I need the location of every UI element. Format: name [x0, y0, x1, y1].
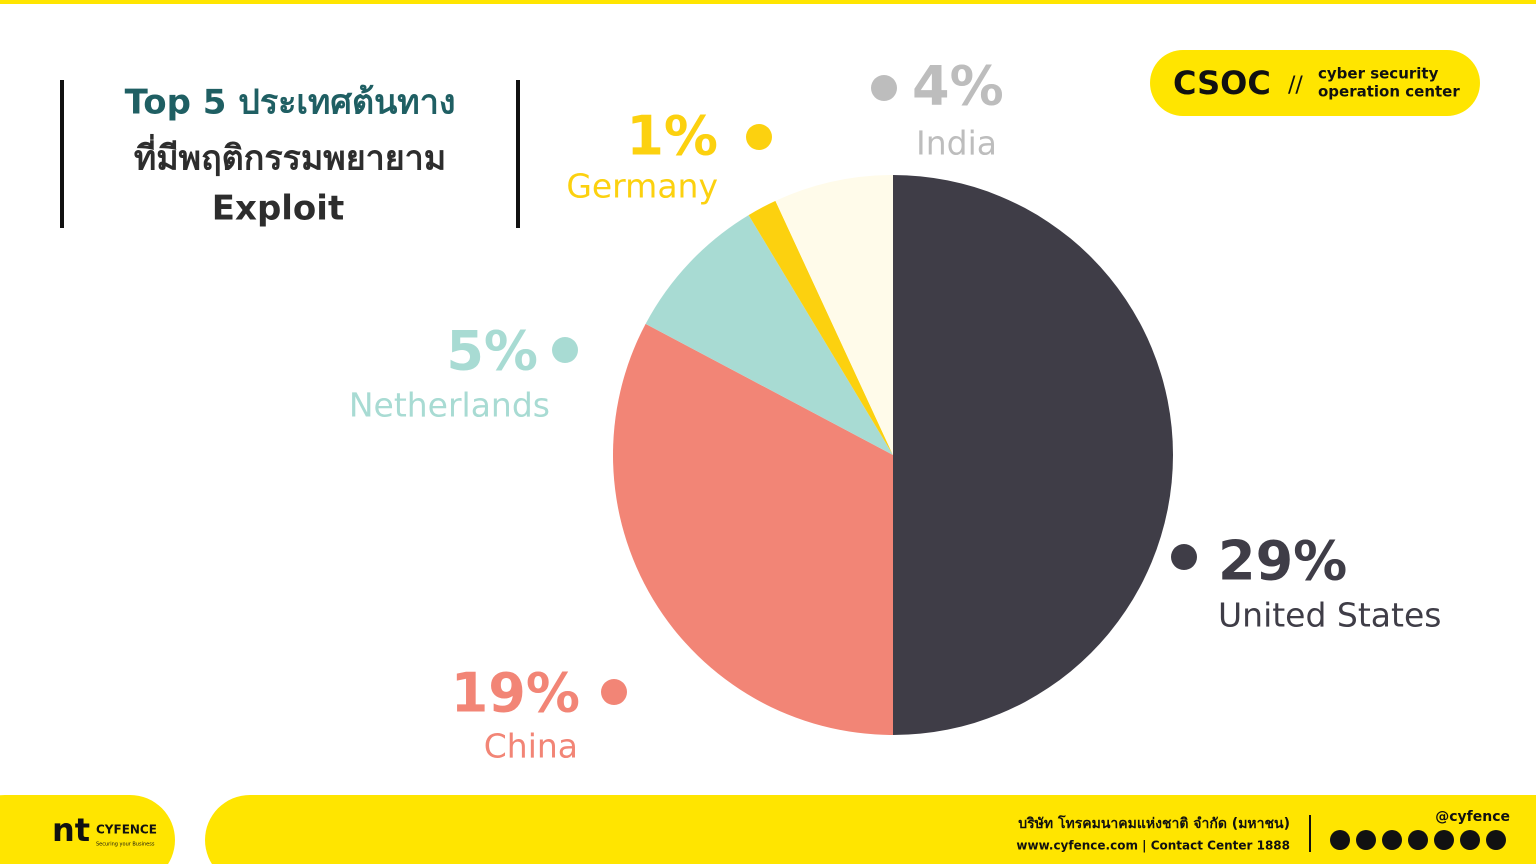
- value-label: 1%: [626, 105, 718, 168]
- pie-slice: [612, 323, 893, 735]
- social-icons: [1330, 830, 1506, 850]
- value-label: 19%: [451, 662, 580, 725]
- footer-tagline: Securing your Business: [96, 842, 155, 848]
- chart-title: ที่มีพฤติกรรมพยายาม: [134, 134, 446, 179]
- top-bar: [0, 0, 1536, 4]
- badge-separator: //: [1288, 73, 1303, 98]
- category-label: United States: [1218, 596, 1441, 635]
- icon[interactable]: [1330, 830, 1350, 850]
- label-dot: [601, 679, 627, 705]
- category-label: Netherlands: [349, 386, 550, 425]
- value-label: 29%: [1218, 530, 1347, 593]
- icon[interactable]: [1356, 830, 1376, 850]
- icon[interactable]: [1460, 830, 1480, 850]
- category-label: Germany: [566, 167, 718, 206]
- pie-slice: [748, 200, 893, 455]
- badge: [1150, 50, 1480, 116]
- footer-brand: CYFENCE: [96, 823, 157, 837]
- badge-text: operation center: [1318, 83, 1460, 101]
- footer-company: บริษัท โทรคมนาคมแห่งชาติ จำกัด (มหาชน): [1018, 814, 1290, 832]
- icon[interactable]: [1434, 830, 1454, 850]
- badge-text: cyber security: [1318, 65, 1439, 83]
- category-label: China: [484, 727, 578, 766]
- category-label: India: [916, 124, 997, 163]
- footer-right: [205, 795, 1536, 868]
- footer-left: [0, 795, 175, 868]
- badge-name: CSOC: [1173, 64, 1271, 102]
- chart-title: Exploit: [212, 189, 344, 229]
- footer-logo: nt: [52, 811, 90, 849]
- label-dot: [871, 75, 897, 101]
- label-dot: [552, 337, 578, 363]
- pie-slice: [893, 175, 1173, 735]
- footer-handle: @cyfence: [1435, 809, 1510, 825]
- label-dot: [1171, 544, 1197, 570]
- icon[interactable]: [1382, 830, 1402, 850]
- value-label: 5%: [446, 320, 538, 383]
- pie-slice: [645, 215, 893, 455]
- icon[interactable]: [1486, 830, 1506, 850]
- label-dot: [746, 124, 772, 150]
- chart-title: Top 5 ประเทศต้นทาง: [125, 83, 456, 123]
- footer-contact: www.cyfence.com | Contact Center 1888: [1016, 839, 1290, 853]
- pie-slice: [775, 175, 893, 455]
- value-label: 4%: [912, 55, 1004, 118]
- pie: 29%United States 19%China 5%Netherlands 1%G…: [349, 55, 1442, 766]
- icon[interactable]: [1408, 830, 1428, 850]
